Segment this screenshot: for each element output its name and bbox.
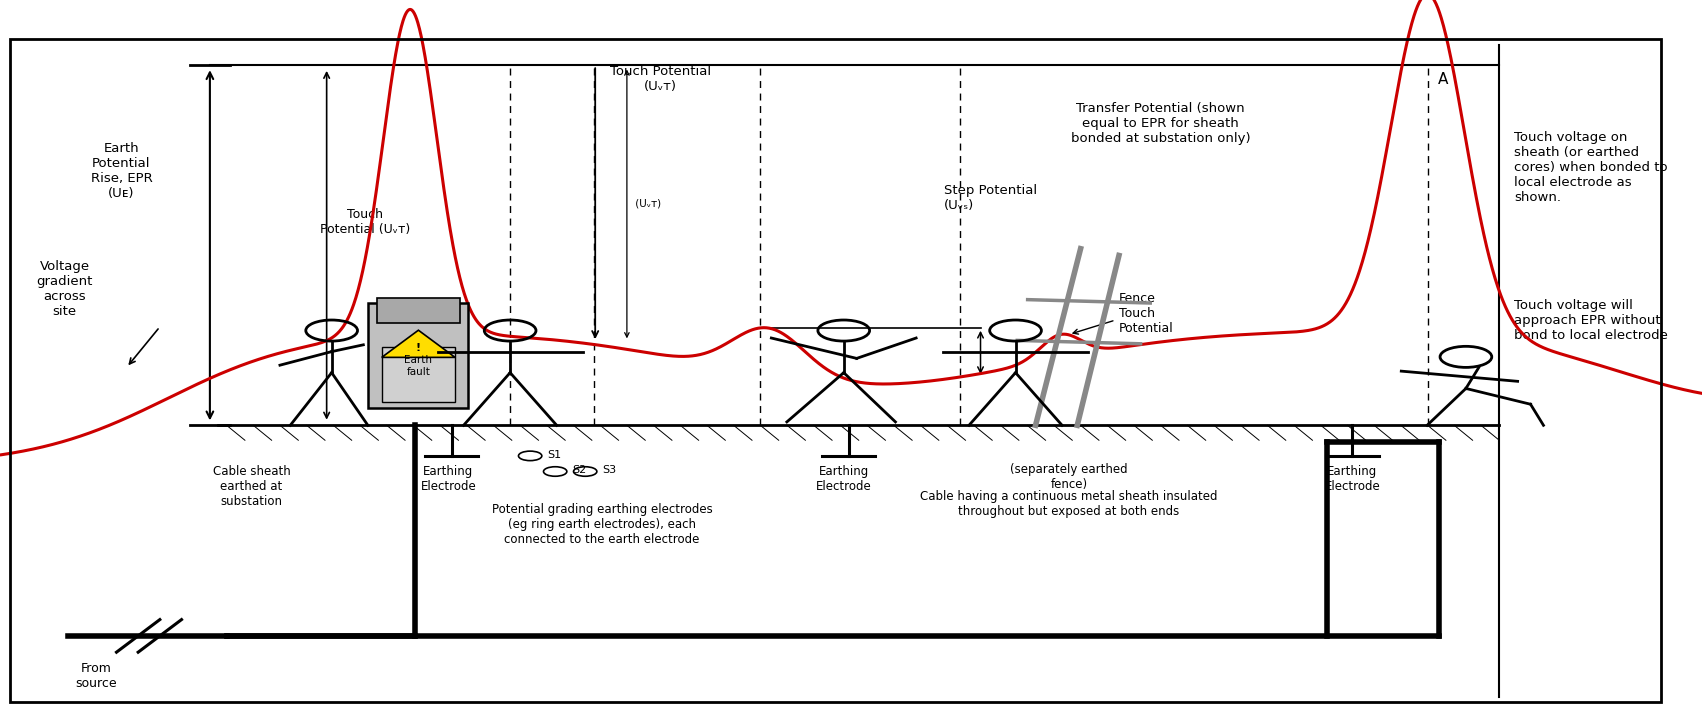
Text: Cable sheath
earthed at
substation: Cable sheath earthed at substation [213, 465, 291, 508]
Text: A: A [1438, 72, 1448, 87]
Text: Step Potential
(Uᵥₛ): Step Potential (Uᵥₛ) [945, 184, 1037, 211]
Text: Potential grading earthing electrodes
(eg ring earth electrodes), each
connected: Potential grading earthing electrodes (e… [492, 503, 711, 546]
FancyBboxPatch shape [376, 298, 460, 323]
Text: Touch
Potential (Uᵥᴛ): Touch Potential (Uᵥᴛ) [320, 207, 410, 236]
Text: Touch voltage on
sheath (or earthed
cores) when bonded to
local electrode as
sho: Touch voltage on sheath (or earthed core… [1515, 131, 1668, 204]
Text: !: ! [415, 343, 420, 353]
Text: Earthing
Electrode: Earthing Electrode [1324, 465, 1380, 493]
Text: (Uᵥᴛ): (Uᵥᴛ) [631, 199, 660, 209]
Text: Cable having a continuous metal sheath insulated
throughout but exposed at both : Cable having a continuous metal sheath i… [921, 490, 1217, 518]
Text: Earth
fault: Earth fault [405, 355, 432, 377]
Text: Fence
Touch
Potential: Fence Touch Potential [1118, 292, 1174, 335]
FancyBboxPatch shape [381, 347, 454, 402]
Text: From
source: From source [75, 661, 117, 690]
Text: (separately earthed
fence): (separately earthed fence) [1009, 463, 1128, 491]
Text: Transfer Potential (shown
equal to EPR for sheath
bonded at substation only): Transfer Potential (shown equal to EPR f… [1071, 102, 1251, 145]
Text: Touch Potential
(Uᵥᴛ): Touch Potential (Uᵥᴛ) [609, 65, 711, 93]
Text: S1: S1 [546, 449, 562, 459]
Text: S3: S3 [603, 465, 616, 475]
Text: Earthing
Electrode: Earthing Electrode [420, 465, 477, 493]
Text: Earth
Potential
Rise, EPR
(Uᴇ): Earth Potential Rise, EPR (Uᴇ) [90, 142, 153, 199]
Text: Earthing
Electrode: Earthing Electrode [815, 465, 871, 493]
Text: S2: S2 [572, 465, 585, 475]
Text: Voltage
gradient
across
site: Voltage gradient across site [36, 261, 94, 318]
FancyBboxPatch shape [368, 303, 468, 408]
Polygon shape [381, 330, 454, 357]
Text: Touch voltage will
approach EPR without
bond to local electrode: Touch voltage will approach EPR without … [1515, 298, 1668, 342]
